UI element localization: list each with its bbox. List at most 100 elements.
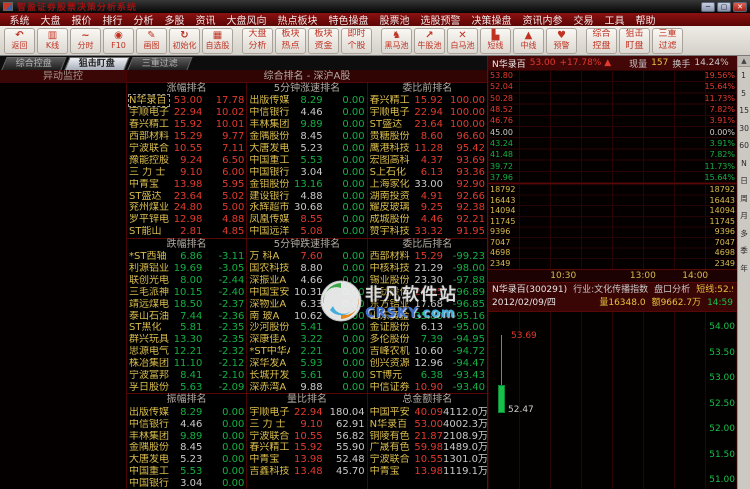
stock-row[interactable]: 宁波富邦 8.41 -2.10: [127, 370, 246, 382]
stock-row[interactable]: 中信银行 4.46 0.00: [247, 107, 366, 119]
stock-row[interactable]: 春兴精工 15.92 55.90: [247, 442, 366, 454]
menu-item-8[interactable]: 热点板块: [277, 16, 318, 27]
period-button-周[interactable]: 周: [740, 193, 748, 203]
stock-row[interactable]: 中国重工 5.53 0.00: [247, 154, 366, 166]
stock-row[interactable]: 宇顺电子 22.94 10.02: [127, 107, 246, 119]
period-button-季[interactable]: 季: [740, 246, 748, 255]
intraday-volume-pane[interactable]: 18792 16443 14094 11745 9396 7047 4698 2349 187…: [488, 184, 737, 270]
period-button-日[interactable]: 日: [740, 176, 748, 185]
stock-row[interactable]: ST盛达 23.64 5.02: [127, 190, 246, 202]
stock-row[interactable]: 吉鑫科技 13.48 45.70: [247, 466, 366, 478]
stock-row[interactable]: 春兴精工 15.92 100.00: [368, 95, 487, 107]
stock-row[interactable]: 中国重工 5.53 0.00: [127, 466, 246, 478]
toolbar-button-zonghe-kongpan[interactable]: 综合 控盘: [586, 27, 617, 54]
menu-item-12[interactable]: 决策操盘: [471, 16, 512, 27]
stock-row[interactable]: 深华发A 5.93 0.00: [247, 358, 366, 370]
tab-zonghe-kongpan[interactable]: 综合控盘: [1, 57, 67, 70]
stock-row[interactable]: 创兴资源 12.96 -94.47: [368, 358, 487, 370]
period-button-年[interactable]: 年: [740, 263, 748, 273]
toolbar-button-sector-funds[interactable]: 板块 资金: [308, 27, 339, 54]
menu-item-0[interactable]: 系统: [9, 16, 30, 27]
stock-row[interactable]: *ST西轴 6.86 -3.11: [127, 251, 246, 263]
period-button-多[interactable]: 多: [740, 228, 748, 238]
menu-item-2[interactable]: 报价: [71, 16, 92, 27]
stock-row[interactable]: 思源电气 12.21 -2.32: [127, 346, 246, 358]
stock-row[interactable]: 三 力 士 9.10 62.91: [247, 418, 366, 430]
stock-row[interactable]: 宏图高科 4.37 93.69: [368, 154, 487, 166]
stock-row[interactable]: 群兴玩具 13.30 -2.35: [127, 334, 246, 346]
stock-row[interactable]: 春兴精工 15.92 10.01: [127, 119, 246, 131]
stock-row[interactable]: 山东黄金 35.80 -95.16: [368, 310, 487, 322]
tab-juji-dingpan[interactable]: 狙击盯盘: [64, 57, 130, 70]
stock-row[interactable]: 联创光电 8.00 -2.44: [127, 274, 246, 286]
toolbar-button-init[interactable]: ↻ 初始化: [169, 27, 200, 54]
toolbar-button-f10[interactable]: ◉ F10: [103, 27, 134, 54]
stock-row[interactable]: 多伦股份 7.39 -94.95: [368, 334, 487, 346]
menu-item-15[interactable]: 工具: [604, 16, 625, 27]
stock-row[interactable]: 赞宇科技 33.32 91.95: [368, 226, 487, 238]
stock-row[interactable]: ST博元 6.38 -93.43: [368, 370, 487, 382]
toolbar-button-sector-hotspot[interactable]: 板块 热点: [275, 27, 306, 54]
stock-row[interactable]: 出版传媒 8.29 0.00: [127, 406, 246, 418]
toolbar-button-back[interactable]: ↶ 返回: [4, 27, 35, 54]
stock-row[interactable]: 长城开发 5.61 0.00: [247, 370, 366, 382]
stock-row[interactable]: 贵糖股份 8.60 96.60: [368, 131, 487, 143]
period-button-30[interactable]: 30: [739, 123, 749, 133]
stock-row[interactable]: 吉峰农机 10.60 -94.72: [368, 346, 487, 358]
menu-item-3[interactable]: 排行: [102, 16, 123, 27]
stock-row[interactable]: 靖远煤电 18.50 -2.37: [127, 298, 246, 310]
period-button-60[interactable]: 60: [739, 141, 749, 150]
scroll-up-arrow[interactable]: ▲: [738, 56, 750, 67]
stock-row[interactable]: 宇顺电子 22.94 180.04: [247, 406, 366, 418]
stock-row[interactable]: 中青宝 13.98 52.48: [247, 454, 366, 466]
menu-item-16[interactable]: 帮助: [635, 16, 656, 27]
stock-row[interactable]: 丰林集团 9.89 0.00: [247, 119, 366, 131]
stock-row[interactable]: 金隅股份 8.45 0.00: [247, 131, 366, 143]
stock-row[interactable]: 中国银行 3.04 0.00: [247, 166, 366, 178]
intraday-chart[interactable]: 53.80 52.04 50.28 48.52 46.76 45.00 43.24 41.48…: [488, 70, 737, 184]
stock-row[interactable]: 中国宝安 10.31 0.00: [247, 286, 366, 298]
stock-row[interactable]: 中国银行 3.04 0.00: [127, 478, 246, 489]
stock-row[interactable]: 宁波联合 10.55 56.82: [247, 430, 366, 442]
stock-row[interactable]: 宇顺电子 22.94 100.00: [368, 107, 487, 119]
menu-item-14[interactable]: 交易: [573, 16, 594, 27]
stock-row[interactable]: 鹰港科技 11.28 95.42: [368, 143, 487, 155]
stock-row[interactable]: 中信证券 10.90 -93.40: [368, 381, 487, 393]
stock-row[interactable]: 中国平安 40.09 4112.0万: [368, 406, 487, 418]
stock-row[interactable]: 中国远洋 5.08 0.00: [247, 226, 366, 238]
stock-row[interactable]: ST能山 2.81 4.85: [127, 226, 246, 238]
stock-row[interactable]: 锡业股份 23.30 -97.88: [368, 274, 487, 286]
stock-row[interactable]: 凤凰传媒 8.55 0.00: [247, 214, 366, 226]
menu-item-5[interactable]: 多股: [164, 16, 185, 27]
stock-row[interactable]: 上海家化 33.00 92.90: [368, 178, 487, 190]
tab-sanchong-guolv[interactable]: 三重过滤: [127, 57, 193, 70]
menu-item-9[interactable]: 特色操盘: [328, 16, 369, 27]
toolbar-button-watchlist[interactable]: ▦ 自选股: [202, 27, 233, 54]
stock-row[interactable]: 兖州煤业 24.80 5.00: [127, 202, 246, 214]
stock-row[interactable]: 大唐发电 5.23 0.00: [127, 454, 246, 466]
stock-row[interactable]: 三 力 士 9.10 6.00: [127, 166, 246, 178]
stock-row[interactable]: ST黑化 5.81 -2.35: [127, 322, 246, 334]
menu-item-7[interactable]: 大盘风向: [226, 16, 267, 27]
toolbar-button-kline[interactable]: ▥ K线: [37, 27, 68, 54]
stock-row[interactable]: 中信银行 4.46 0.00: [127, 418, 246, 430]
stock-row[interactable]: N华录百 53.00 4002.3万: [368, 418, 487, 430]
stock-row[interactable]: 湖南投资 4.91 92.66: [368, 190, 487, 202]
menu-item-11[interactable]: 选股预警: [420, 16, 461, 27]
toolbar-button-sanchong-guolv[interactable]: 三重 过滤: [652, 27, 683, 54]
stock-row[interactable]: 广晟有色 59.98 1489.0万: [368, 442, 487, 454]
stock-row[interactable]: 铜陵有色 21.87 2108.9万: [368, 430, 487, 442]
stock-row[interactable]: ST盛达 23.64 100.00: [368, 119, 487, 131]
stock-row[interactable]: 成城股份 4.46 92.21: [368, 214, 487, 226]
toolbar-button-alert[interactable]: ♥ 预警: [546, 27, 577, 54]
stock-row[interactable]: 宁波联合 10.55 1301.0万: [368, 454, 487, 466]
menu-item-4[interactable]: 分析: [133, 16, 154, 27]
menu-item-1[interactable]: 大盘: [40, 16, 61, 27]
toolbar-button-mid-term[interactable]: ▲ 中线: [513, 27, 544, 54]
toolbar-button-juji-dingpan[interactable]: 狙击 盯盘: [619, 27, 650, 54]
stock-row[interactable]: 东方锆业 17.68 -96.85: [368, 298, 487, 310]
stock-row[interactable]: 南 玻A 10.62 0.00: [247, 310, 366, 322]
stock-row[interactable]: 株冶集团 11.10 -2.12: [127, 358, 246, 370]
stock-row[interactable]: 丰林集团 9.89 0.00: [127, 430, 246, 442]
menu-item-6[interactable]: 资讯: [195, 16, 216, 27]
